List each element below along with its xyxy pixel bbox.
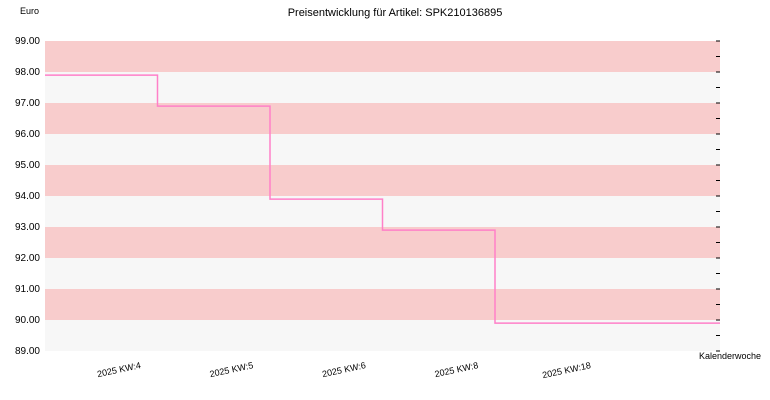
x-tick-label: 2025 KW:5: [209, 360, 254, 379]
x-tick-label: 2025 KW:8: [434, 360, 479, 379]
background-band: [45, 134, 720, 165]
y-tick-label: 94.00: [15, 191, 40, 202]
y-axis-label: Euro: [20, 6, 39, 16]
background-band: [45, 165, 720, 196]
y-tick-label: 98.00: [15, 67, 40, 78]
background-band: [45, 320, 720, 351]
y-tick-label: 93.00: [15, 222, 40, 233]
y-tick-label: 90.00: [15, 315, 40, 326]
background-band: [45, 72, 720, 103]
y-tick-label: 96.00: [15, 129, 40, 140]
y-tick-label: 89.00: [15, 346, 40, 357]
series-group: [45, 74, 720, 324]
y-tick-label: 91.00: [15, 284, 40, 295]
x-axis-labels: 2025 KW:4 2025 KW:5 2025 KW:6 2025 KW:8 2025…: [96, 360, 591, 380]
y-tick-label: 97.00: [15, 98, 40, 109]
x-tick-label: 2025 KW:18: [541, 360, 591, 380]
x-axis-label: Kalenderwoche: [699, 351, 761, 361]
x-tick-label: 2025 KW:4: [96, 360, 141, 379]
y-tick-label: 92.00: [15, 253, 40, 264]
chart-title: Preisentwicklung für Artikel: SPK2101368…: [288, 7, 503, 19]
background-band: [45, 103, 720, 134]
background-bands: [45, 41, 720, 351]
right-ticks: [716, 40, 720, 352]
background-band: [45, 227, 720, 258]
y-tick-label: 99.00: [15, 36, 40, 47]
background-band: [45, 289, 720, 320]
background-band: [45, 258, 720, 289]
y-tick-label: 95.00: [15, 160, 40, 171]
series-line: [45, 74, 720, 324]
x-tick-label: 2025 KW:6: [321, 360, 366, 379]
y-axis: 89.00 90.00 91.00 92.00 93.00 94.00 95.00 96.00…: [15, 36, 40, 357]
background-band: [45, 41, 720, 72]
